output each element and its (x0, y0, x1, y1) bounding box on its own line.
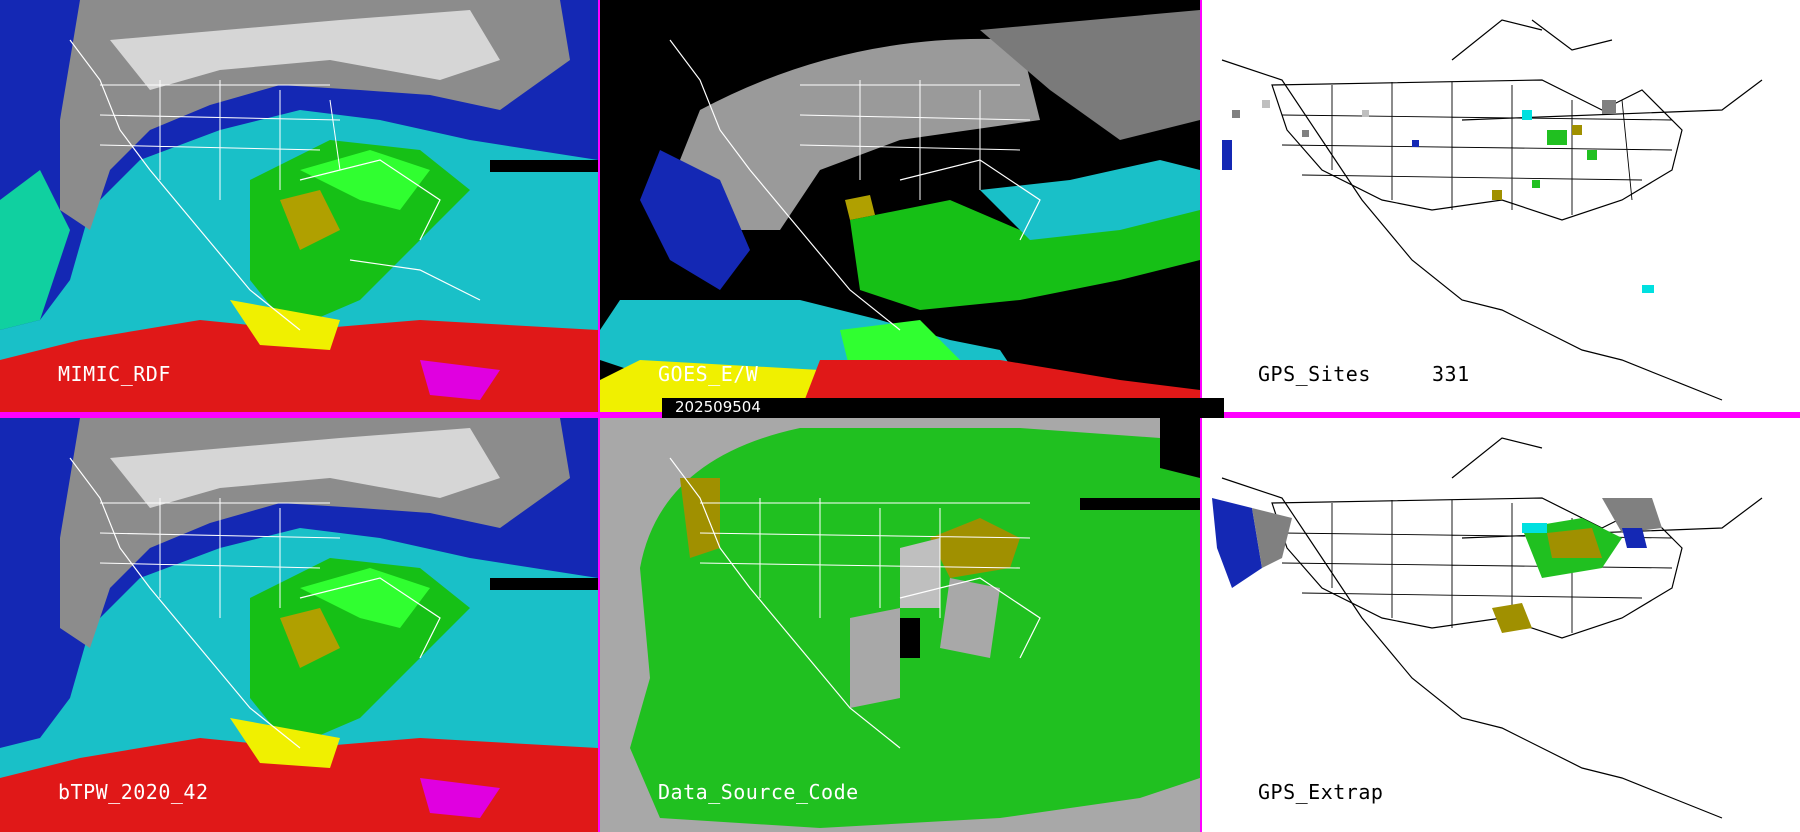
tpw-map-btpw (0, 418, 598, 832)
panel-label-data-source: Data_Source_Code (658, 780, 859, 804)
tpw-map-mimic (0, 0, 598, 412)
gps-site-count: 331 (1432, 362, 1470, 386)
panel-label-btpw: bTPW_2020_42 (58, 780, 209, 804)
panel-gps-extrap: GPS_Extrap (1202, 418, 1800, 832)
panel-mimic-rdf: MIMIC_RDF (0, 0, 598, 412)
panel-gps-sites: GPS_Sites 331 (1202, 0, 1800, 412)
panel-label-goes: GOES_E/W (658, 362, 759, 386)
timestamp: 202509504 (675, 398, 761, 416)
panel-label-gps-sites: GPS_Sites (1258, 362, 1371, 386)
panel-goes-ew: GOES_E/W (600, 0, 1200, 412)
divider-vertical-left (598, 0, 600, 832)
data-source-map (600, 418, 1200, 832)
satellite-map-goes (600, 0, 1200, 412)
panel-label-gps-extrap: GPS_Extrap (1258, 780, 1384, 804)
gps-sites-map (1202, 0, 1800, 412)
panel-data-source-code: Data_Source_Code (600, 418, 1200, 832)
panel-label-mimic: MIMIC_RDF (58, 362, 171, 386)
timestamp-bar (662, 398, 1224, 418)
gps-extrap-map (1202, 418, 1800, 832)
panel-btpw: bTPW_2020_42 (0, 418, 598, 832)
